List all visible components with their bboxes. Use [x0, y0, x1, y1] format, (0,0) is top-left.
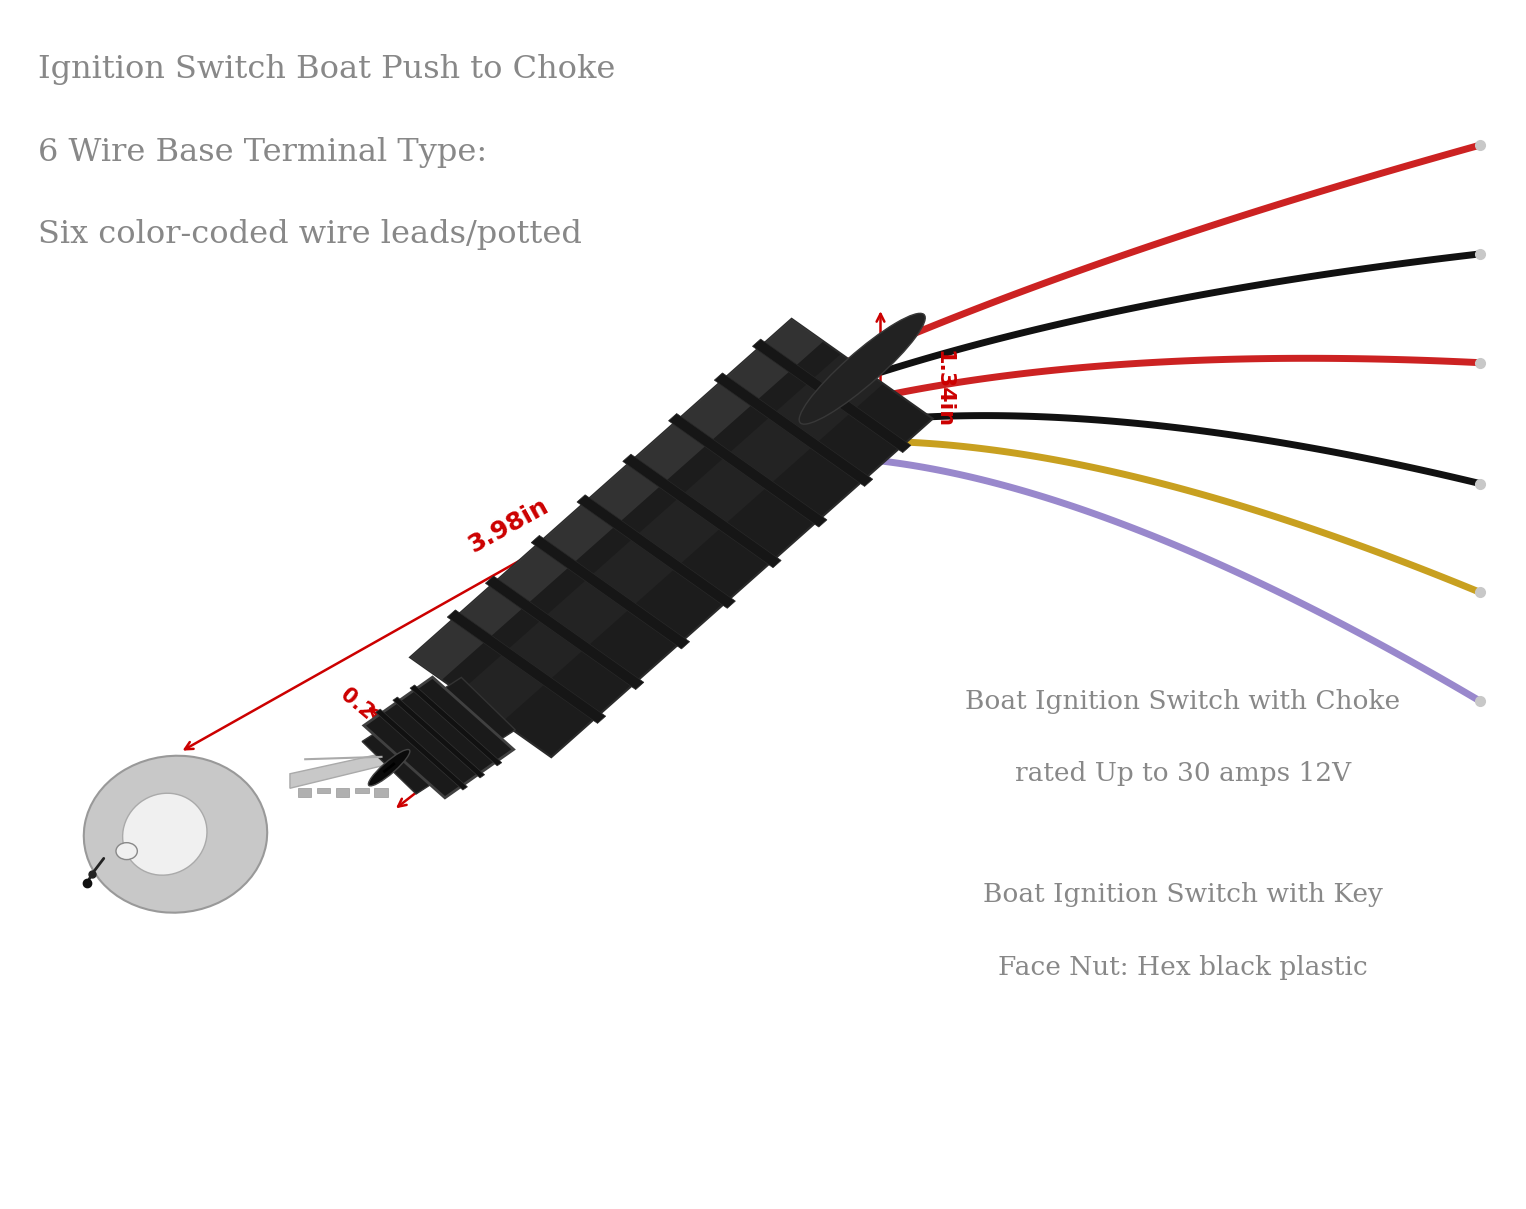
Polygon shape: [623, 455, 781, 568]
Polygon shape: [336, 788, 349, 797]
Text: Boat Ignition Switch with Choke: Boat Ignition Switch with Choke: [964, 689, 1401, 713]
Text: Boat Ignition Switch with Key: Boat Ignition Switch with Key: [983, 883, 1383, 907]
Polygon shape: [485, 575, 644, 689]
Polygon shape: [354, 788, 369, 793]
Polygon shape: [714, 372, 873, 486]
Circle shape: [116, 843, 137, 860]
Polygon shape: [752, 339, 911, 452]
Ellipse shape: [368, 750, 410, 786]
Text: 0.26in: 0.26in: [336, 684, 406, 747]
Text: 3.98in: 3.98in: [464, 494, 552, 557]
Polygon shape: [363, 677, 514, 798]
Polygon shape: [298, 788, 311, 797]
Polygon shape: [447, 609, 606, 723]
Polygon shape: [362, 677, 516, 794]
Text: 6 Wire Base Terminal Type:: 6 Wire Base Terminal Type:: [38, 137, 487, 168]
Polygon shape: [668, 413, 827, 527]
Text: 1.34in: 1.34in: [932, 351, 954, 428]
Polygon shape: [317, 788, 331, 793]
Ellipse shape: [800, 313, 925, 424]
Polygon shape: [410, 319, 932, 757]
Polygon shape: [531, 536, 690, 649]
Polygon shape: [290, 752, 389, 788]
Polygon shape: [375, 710, 467, 789]
Ellipse shape: [84, 756, 267, 913]
Polygon shape: [392, 698, 485, 777]
Ellipse shape: [122, 793, 208, 875]
Polygon shape: [410, 686, 502, 765]
Text: Face Nut: Hex black plastic: Face Nut: Hex black plastic: [998, 955, 1367, 979]
Text: rated Up to 30 amps 12V: rated Up to 30 amps 12V: [1015, 762, 1351, 786]
Polygon shape: [577, 494, 736, 608]
Polygon shape: [374, 788, 388, 797]
Polygon shape: [459, 354, 884, 722]
Text: Six color-coded wire leads/potted: Six color-coded wire leads/potted: [38, 219, 581, 250]
Text: 2.46in: 2.46in: [574, 624, 662, 687]
Text: Ignition Switch Boat Push to Choke: Ignition Switch Boat Push to Choke: [38, 54, 615, 86]
Polygon shape: [410, 319, 824, 679]
